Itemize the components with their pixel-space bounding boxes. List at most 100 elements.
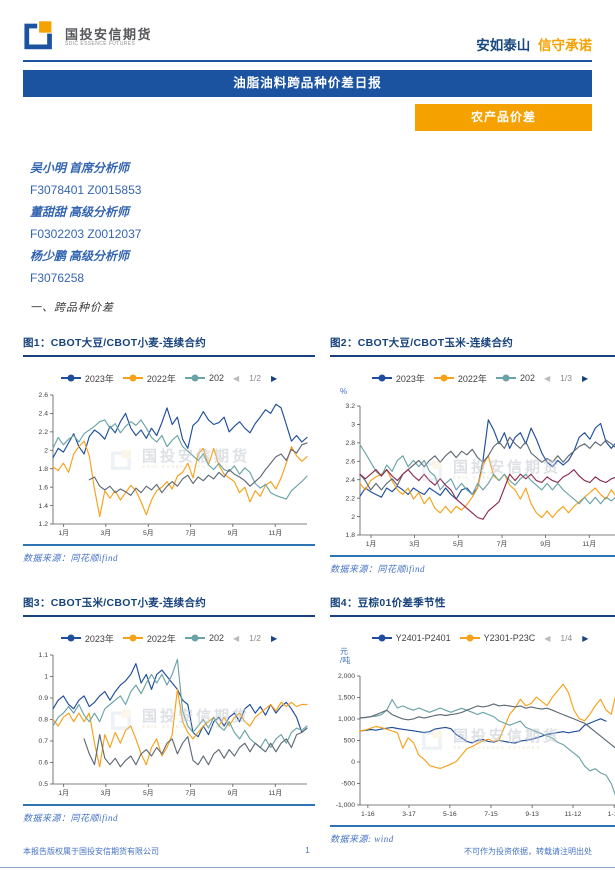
- legend-marker-icon: [184, 377, 205, 379]
- page-bottom-rule: [0, 867, 615, 868]
- svg-text:2.2: 2.2: [346, 496, 356, 503]
- company-logo: 国投安信期货 SDIC ESSENCE FUTURES: [23, 20, 152, 56]
- report-title-banner: 油脂油料跨品种价差日报: [23, 70, 592, 97]
- analyst-code: F3078401 Z0015853: [30, 183, 142, 197]
- svg-text:500: 500: [344, 737, 356, 744]
- svg-text:7月: 7月: [185, 789, 196, 797]
- legend-next-icon: ▶: [270, 633, 278, 643]
- legend-label: 2022年: [146, 373, 176, 384]
- y-axis-unit: 元 /吨: [340, 647, 351, 666]
- chart-plot: 0.5 0.6 0.7 0.8 0.9 1 1.1 1月 3月 5月 7月 9月 11月: [39, 652, 308, 797]
- svg-text:1.2: 1.2: [39, 521, 49, 528]
- svg-text:3月: 3月: [101, 529, 112, 537]
- legend-label: Y2301-P23C: [483, 633, 536, 644]
- svg-text:1,000: 1,000: [338, 716, 355, 723]
- analyst-code: F3076258: [30, 271, 85, 285]
- legend-prev-icon: ◀: [232, 373, 240, 383]
- chart-block-fig3: 图3：CBOT玉米/CBOT小麦-连续合约 2023年 2022年 202 ◀ 1/2 ▶…: [23, 595, 315, 844]
- svg-text:11月: 11月: [582, 540, 596, 548]
- svg-text:7-15: 7-15: [484, 811, 498, 818]
- svg-text:11月: 11月: [268, 529, 282, 537]
- chart-series-line: [52, 419, 308, 500]
- svg-text:9月: 9月: [228, 789, 239, 797]
- svg-text:11月: 11月: [268, 789, 282, 797]
- data-source: 数据来源：同花顺ifind: [330, 564, 426, 575]
- analyst-code: F0302203 Z0012037: [30, 227, 142, 241]
- footer-copyright: 本报告版权属于国投安信期货有限公司: [23, 847, 159, 856]
- chart-plot: 1.2 1.4 1.6 1.8 2 2.2 2.4 2.6 1月 3月 5月 7月 9月 11月: [39, 392, 308, 537]
- svg-text:1.8: 1.8: [346, 532, 356, 539]
- chart-series-line: [359, 717, 607, 744]
- report-header: 国投安信期货 SDIC ESSENCE FUTURES 安如泰山 信守承诺: [23, 0, 592, 62]
- legend-label: 202: [208, 633, 224, 644]
- svg-text:3: 3: [351, 422, 355, 429]
- chart-divider: [330, 824, 615, 827]
- svg-text:2.8: 2.8: [346, 440, 356, 447]
- footer-disclaimer: 不可作为投资依据，转载请注明出处: [464, 847, 592, 856]
- svg-text:1月: 1月: [58, 789, 69, 797]
- analyst-name: 杨少鹏 高级分析师: [30, 249, 130, 263]
- svg-text:1.1: 1.1: [39, 652, 49, 659]
- svg-text:0: 0: [351, 759, 355, 766]
- svg-text:2: 2: [351, 514, 355, 521]
- chart-divider: [330, 555, 615, 558]
- footer-page-number: 1: [305, 846, 310, 855]
- legend-item: Y2301-P23C: [459, 633, 536, 644]
- legend-marker-icon: [433, 377, 454, 379]
- legend-marker-icon: [60, 637, 81, 640]
- chart-divider: [23, 804, 315, 807]
- legend-marker-icon: [60, 377, 81, 379]
- chart-legend: 2023年 2022年 202 ◀ 1/2 ▶: [23, 371, 315, 385]
- chart-series-line: [52, 403, 308, 459]
- svg-text:2.4: 2.4: [39, 411, 49, 418]
- company-logo-icon: [23, 20, 59, 56]
- chart-series-line: [88, 442, 308, 496]
- chart-plot-area: 1.2 1.4 1.6 1.8 2 2.2 2.4 2.6 1月 3月 5月 7月 9月 11月 国投安信…: [23, 387, 315, 542]
- company-name-en: SDIC ESSENCE FUTURES: [65, 41, 136, 48]
- svg-text:-1,000: -1,000: [336, 802, 355, 809]
- svg-text:1月: 1月: [366, 540, 377, 548]
- legend-next-icon: ▶: [582, 633, 589, 643]
- legend-page-indicator: 1/4: [560, 633, 573, 644]
- chart-block-fig4: 图4：豆棕01价差季节性 Y2401-P2401 Y2301-P23C ◀ 1/4 ▶ …: [330, 595, 615, 844]
- svg-text:0.5: 0.5: [39, 781, 49, 788]
- chart-series-line: [359, 419, 615, 500]
- charts-grid: 图1：CBOT大豆/CBOT小麦-连续合约 2023年 2022年 202 ◀ 1/2 ▶…: [23, 335, 615, 845]
- chart-series-line: [359, 469, 615, 521]
- data-source: 数据来源：同花顺ifind: [23, 813, 119, 824]
- svg-text:2.4: 2.4: [346, 477, 356, 484]
- slogan-part-1: 安如泰山: [476, 38, 531, 53]
- chart-plot-area: 1.8 2 2.2 2.4 2.6 2.8 3 3.2 1月 3月 5月 7月 9月 11月 国投安信期货…: [330, 398, 615, 553]
- svg-text:0.6: 0.6: [39, 760, 49, 767]
- chart-title: 图2：CBOT大豆/CBOT玉米-连续合约: [330, 335, 615, 357]
- legend-label: Y2401-P2401: [395, 633, 451, 644]
- svg-text:1.8: 1.8: [39, 466, 49, 473]
- legend-next-icon: ▶: [270, 373, 278, 383]
- chart-legend: 2023年 2022年 202 ◀ 1/2 ▶: [23, 631, 315, 645]
- legend-marker-icon: [122, 377, 143, 379]
- svg-text:7月: 7月: [185, 529, 196, 537]
- svg-text:3.2: 3.2: [346, 403, 356, 410]
- chart-block-fig2: 图2：CBOT大豆/CBOT玉米-连续合约 2023年 2022年 202 ◀ 1/3 ▶…: [330, 335, 615, 575]
- legend-item: 2022年: [122, 632, 176, 645]
- chart-plot: -1,000 -500 0 500 1,000 1,500 2,000 1-16 3-17 5-1…: [336, 673, 615, 818]
- legend-item: 202: [184, 633, 224, 644]
- svg-text:1-16: 1-16: [361, 811, 375, 818]
- chart-series-line: [52, 663, 308, 738]
- legend-label: 2023年: [84, 633, 114, 644]
- svg-text:1-11: 1-11: [608, 811, 615, 818]
- legend-marker-icon: [371, 377, 392, 379]
- legend-page-indicator: 1/3: [560, 373, 572, 383]
- legend-item: 2023年: [371, 372, 425, 385]
- legend-marker-icon: [371, 637, 392, 640]
- svg-text:1月: 1月: [58, 529, 69, 537]
- svg-text:3月: 3月: [101, 789, 112, 797]
- svg-text:9月: 9月: [540, 540, 551, 548]
- analyst-name: 董甜甜 高级分析师: [30, 205, 130, 219]
- y-axis-unit: %: [340, 387, 348, 396]
- chart-series-line: [52, 658, 308, 749]
- legend-item: 202: [495, 373, 535, 383]
- category-banner: 农产品价差: [415, 104, 592, 131]
- legend-item: 2022年: [433, 372, 487, 385]
